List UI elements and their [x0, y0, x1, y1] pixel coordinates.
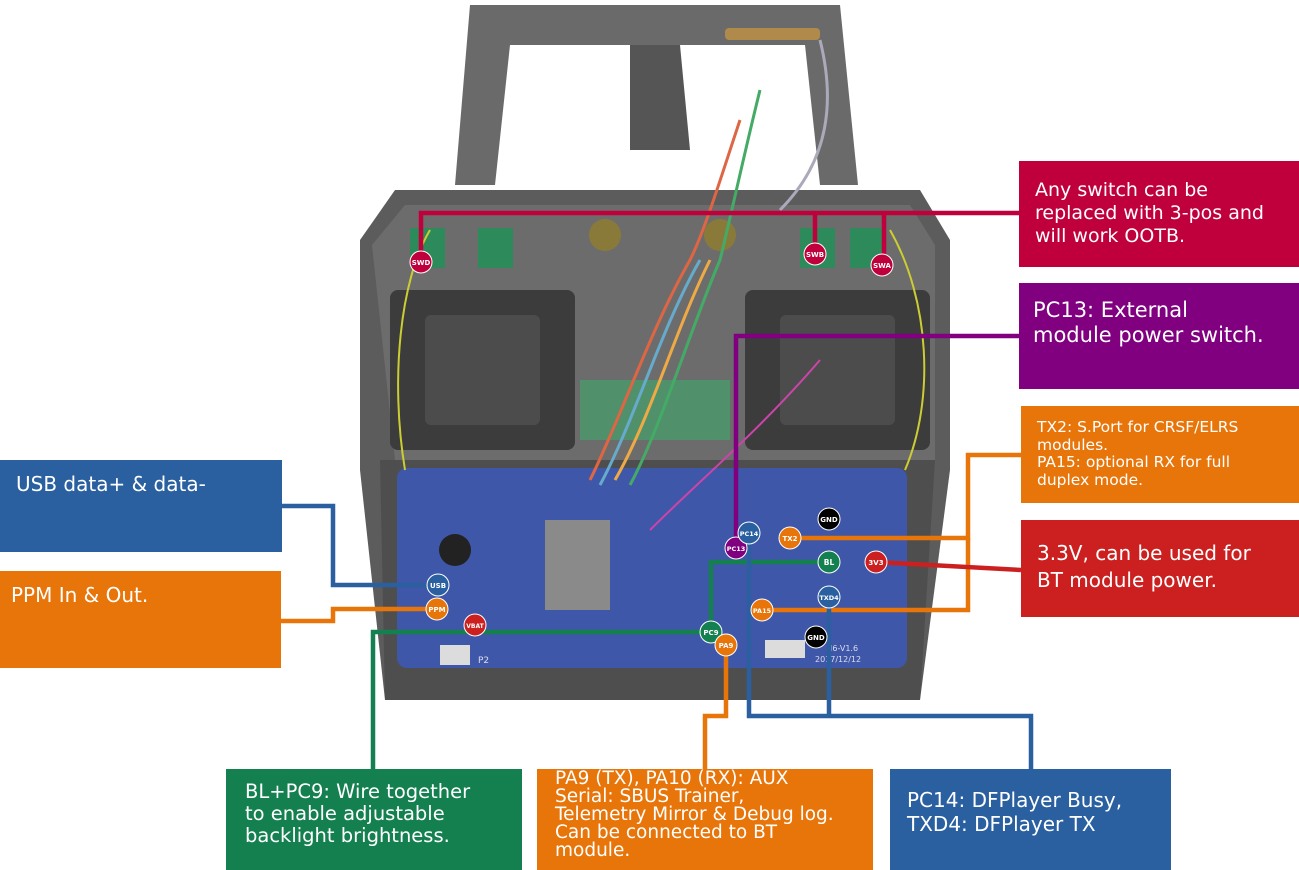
pin-tx2: TX2	[778, 526, 802, 550]
pin-gnd-bottom: GND	[804, 625, 828, 649]
callout-3pos-switch-text: Any switch can be replaced with 3-pos an…	[1035, 179, 1264, 247]
callout-3v3: 3.3V, can be used for BT module power.	[1021, 520, 1299, 617]
board-model-label: I6-V1.6	[830, 644, 858, 653]
pin-bl: BL	[817, 550, 841, 574]
callout-bl-pc9-text: BL+PC9: Wire together to enable adjustab…	[245, 780, 471, 847]
transmitter-body: P2 I6-V1.6 2017/12/12	[360, 5, 950, 700]
pin-3v3-label: 3V3	[868, 559, 883, 567]
pin-usb-label: USB	[430, 582, 446, 590]
pin-swa-label: SWA	[873, 262, 891, 270]
pin-pa15-label: PA15	[753, 607, 772, 615]
pin-txd4-label: TXD4	[819, 594, 839, 602]
pin-usb: USB	[426, 573, 450, 597]
pin-ppm-label: PPM	[428, 606, 445, 614]
pin-gnd-bottom-label: GND	[807, 634, 825, 642]
pin-pa9-label: PA9	[719, 642, 734, 650]
callout-ppm-text: PPM In & Out.	[11, 583, 149, 607]
pin-swa: SWA	[870, 253, 894, 277]
pin-swd-label: SWD	[412, 259, 431, 267]
pin-swd: SWD	[409, 250, 433, 274]
callout-3v3-text: 3.3V, can be used for BT module power.	[1037, 541, 1251, 592]
callout-3pos-switch: Any switch can be replaced with 3-pos an…	[1019, 161, 1299, 267]
pin-vbat-label: VBAT	[466, 623, 484, 630]
pin-badges: SWD SWB SWA PC13 PC14 TX2 GND BL	[409, 242, 894, 657]
callout-pa9-pa10: PA9 (TX), PA10 (RX): AUX Serial: SBUS Tr…	[537, 769, 873, 870]
pin-txd4: TXD4	[817, 585, 841, 609]
pin-pc14-label: PC14	[740, 530, 759, 538]
pin-pc13: PC13	[724, 536, 748, 560]
pin-ppm: PPM	[425, 597, 449, 621]
callout-ppm: PPM In & Out.	[0, 571, 281, 668]
pin-pc9-label: PC9	[703, 629, 718, 637]
callout-pa9-pa10-text: PA9 (TX), PA10 (RX): AUX Serial: SBUS Tr…	[555, 768, 834, 861]
callout-pc13-text: PC13: External module power switch.	[1033, 298, 1264, 348]
pin-3v3: 3V3	[864, 550, 888, 574]
pin-pc13-label: PC13	[727, 545, 746, 553]
pin-bl-label: BL	[824, 558, 835, 567]
callout-usb-text: USB data+ & data-	[16, 472, 206, 496]
pin-pc14: PC14	[737, 521, 761, 545]
board-date-label: 2017/12/12	[815, 655, 861, 664]
callout-tx2-pa15-text: TX2: S.Port for CRSF/ELRS modules. PA15:…	[1037, 418, 1239, 489]
pin-pa9: PA9	[714, 633, 738, 657]
pin-pa15: PA15	[750, 598, 774, 622]
callout-bl-pc9: BL+PC9: Wire together to enable adjustab…	[226, 769, 522, 870]
pin-swb-label: SWB	[806, 251, 824, 259]
shield-can	[545, 520, 610, 610]
callout-pc14-txd4-text: PC14: DFPlayer Busy, TXD4: DFPlayer TX	[907, 788, 1123, 837]
pin-pc9: PC9	[699, 620, 723, 644]
callout-tx2-pa15: TX2: S.Port for CRSF/ELRS modules. PA15:…	[1021, 406, 1299, 503]
pin-gnd-top: GND	[817, 507, 841, 531]
main-pcb	[397, 468, 907, 668]
p2-label: P2	[478, 656, 489, 666]
callout-pc13: PC13: External module power switch.	[1019, 283, 1299, 389]
callout-usb: USB data+ & data-	[0, 460, 282, 552]
pin-swb: SWB	[803, 242, 827, 266]
callout-pc14-txd4: PC14: DFPlayer Busy, TXD4: DFPlayer TX	[890, 769, 1171, 870]
pin-gnd-top-label: GND	[820, 516, 838, 524]
pin-tx2-label: TX2	[782, 535, 797, 543]
connector-lines	[281, 210, 1034, 769]
pin-vbat: VBAT	[463, 613, 487, 637]
